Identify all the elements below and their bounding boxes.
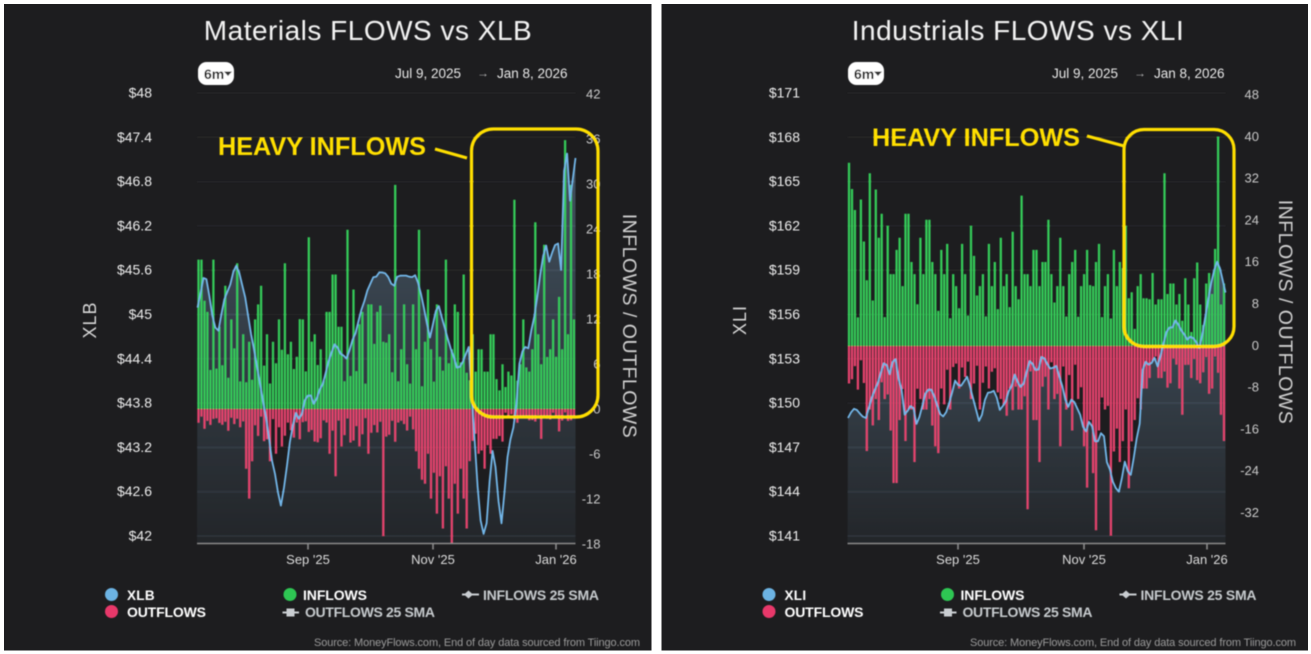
- svg-text:OUTFLOWS: OUTFLOWS: [127, 604, 206, 620]
- svg-text:Jul 9, 2025: Jul 9, 2025: [1052, 66, 1118, 81]
- svg-text:$144: $144: [769, 483, 800, 499]
- svg-text:48: 48: [1245, 87, 1259, 102]
- svg-text:$171: $171: [769, 85, 800, 101]
- svg-text:OUTFLOWS 25 SMA: OUTFLOWS 25 SMA: [305, 604, 435, 620]
- svg-text:$141: $141: [769, 528, 800, 544]
- svg-text:Source: MoneyFlows.com, End of: Source: MoneyFlows.com, End of day data …: [970, 637, 1296, 649]
- svg-text:INFLOWS / OUTFLOWS: INFLOWS / OUTFLOWS: [1274, 200, 1296, 425]
- svg-text:40: 40: [1245, 129, 1259, 144]
- svg-text:-24: -24: [1240, 463, 1259, 478]
- svg-text:XLB: XLB: [80, 301, 100, 338]
- svg-text:Sep '25: Sep '25: [936, 552, 980, 567]
- svg-text:6m: 6m: [854, 66, 874, 82]
- svg-text:$47.4: $47.4: [117, 129, 152, 145]
- svg-text:HEAVY INFLOWS: HEAVY INFLOWS: [872, 124, 1080, 152]
- svg-text:XLB: XLB: [127, 588, 155, 603]
- svg-text:HEAVY INFLOWS: HEAVY INFLOWS: [218, 133, 426, 161]
- svg-text:Jan 8, 2026: Jan 8, 2026: [1154, 66, 1225, 81]
- svg-text:→: →: [477, 66, 489, 80]
- svg-text:16: 16: [1245, 254, 1259, 269]
- svg-text:INFLOWS / OUTFLOWS: INFLOWS / OUTFLOWS: [618, 214, 640, 439]
- svg-text:XLI: XLI: [730, 305, 750, 335]
- svg-text:-32: -32: [1240, 505, 1259, 520]
- svg-text:0: 0: [593, 402, 600, 417]
- svg-text:Nov '25: Nov '25: [411, 552, 455, 567]
- svg-text:$150: $150: [769, 395, 800, 411]
- svg-text:Sep '25: Sep '25: [286, 552, 330, 567]
- svg-text:OUTFLOWS 25 SMA: OUTFLOWS 25 SMA: [963, 604, 1093, 620]
- svg-text:Materials FLOWS vs XLB: Materials FLOWS vs XLB: [204, 15, 532, 46]
- svg-text:$153: $153: [769, 350, 800, 366]
- svg-text:$48: $48: [129, 85, 153, 101]
- svg-text:24: 24: [1245, 212, 1259, 227]
- svg-text:$45.6: $45.6: [117, 262, 152, 278]
- svg-text:Jan 8, 2026: Jan 8, 2026: [497, 66, 568, 81]
- svg-text:-18: -18: [582, 537, 601, 552]
- svg-text:42: 42: [586, 87, 600, 102]
- svg-text:Nov '25: Nov '25: [1062, 552, 1106, 567]
- svg-text:$46.8: $46.8: [117, 173, 152, 189]
- svg-text:-6: -6: [589, 447, 601, 462]
- svg-text:$162: $162: [769, 217, 800, 233]
- svg-text:XLI: XLI: [785, 588, 807, 603]
- svg-text:INFLOWS: INFLOWS: [961, 587, 1025, 603]
- svg-text:$165: $165: [769, 173, 800, 189]
- svg-text:-8: -8: [1247, 380, 1259, 395]
- svg-text:OUTFLOWS: OUTFLOWS: [785, 604, 864, 620]
- svg-text:$168: $168: [769, 129, 800, 145]
- svg-text:Jan '26: Jan '26: [535, 552, 577, 567]
- svg-text:INFLOWS: INFLOWS: [303, 587, 367, 603]
- svg-text:$44.4: $44.4: [117, 350, 152, 366]
- svg-text:$42.6: $42.6: [117, 483, 152, 499]
- svg-text:8: 8: [1252, 296, 1259, 311]
- svg-text:0: 0: [1252, 338, 1259, 353]
- svg-text:$46.2: $46.2: [117, 217, 152, 233]
- svg-text:INFLOWS 25 SMA: INFLOWS 25 SMA: [483, 587, 599, 603]
- svg-text:$159: $159: [769, 262, 800, 278]
- svg-text:-12: -12: [582, 492, 601, 507]
- svg-text:Jan '26: Jan '26: [1186, 552, 1228, 567]
- svg-text:Source: MoneyFlows.com, End of: Source: MoneyFlows.com, End of day data …: [314, 637, 640, 649]
- svg-text:6m: 6m: [204, 66, 224, 82]
- svg-text:$42: $42: [129, 528, 153, 544]
- svg-text:$43.2: $43.2: [117, 439, 152, 455]
- svg-text:$147: $147: [769, 439, 800, 455]
- svg-text:32: 32: [1245, 171, 1259, 186]
- svg-text:INFLOWS 25 SMA: INFLOWS 25 SMA: [1141, 587, 1257, 603]
- svg-text:-16: -16: [1240, 421, 1259, 436]
- svg-text:$43.8: $43.8: [117, 395, 152, 411]
- svg-text:Jul 9, 2025: Jul 9, 2025: [395, 66, 461, 81]
- svg-text:$45: $45: [129, 306, 153, 322]
- svg-text:Industrials FLOWS vs XLI: Industrials FLOWS vs XLI: [852, 15, 1185, 46]
- svg-text:$156: $156: [769, 306, 800, 322]
- svg-text:→: →: [1134, 66, 1146, 80]
